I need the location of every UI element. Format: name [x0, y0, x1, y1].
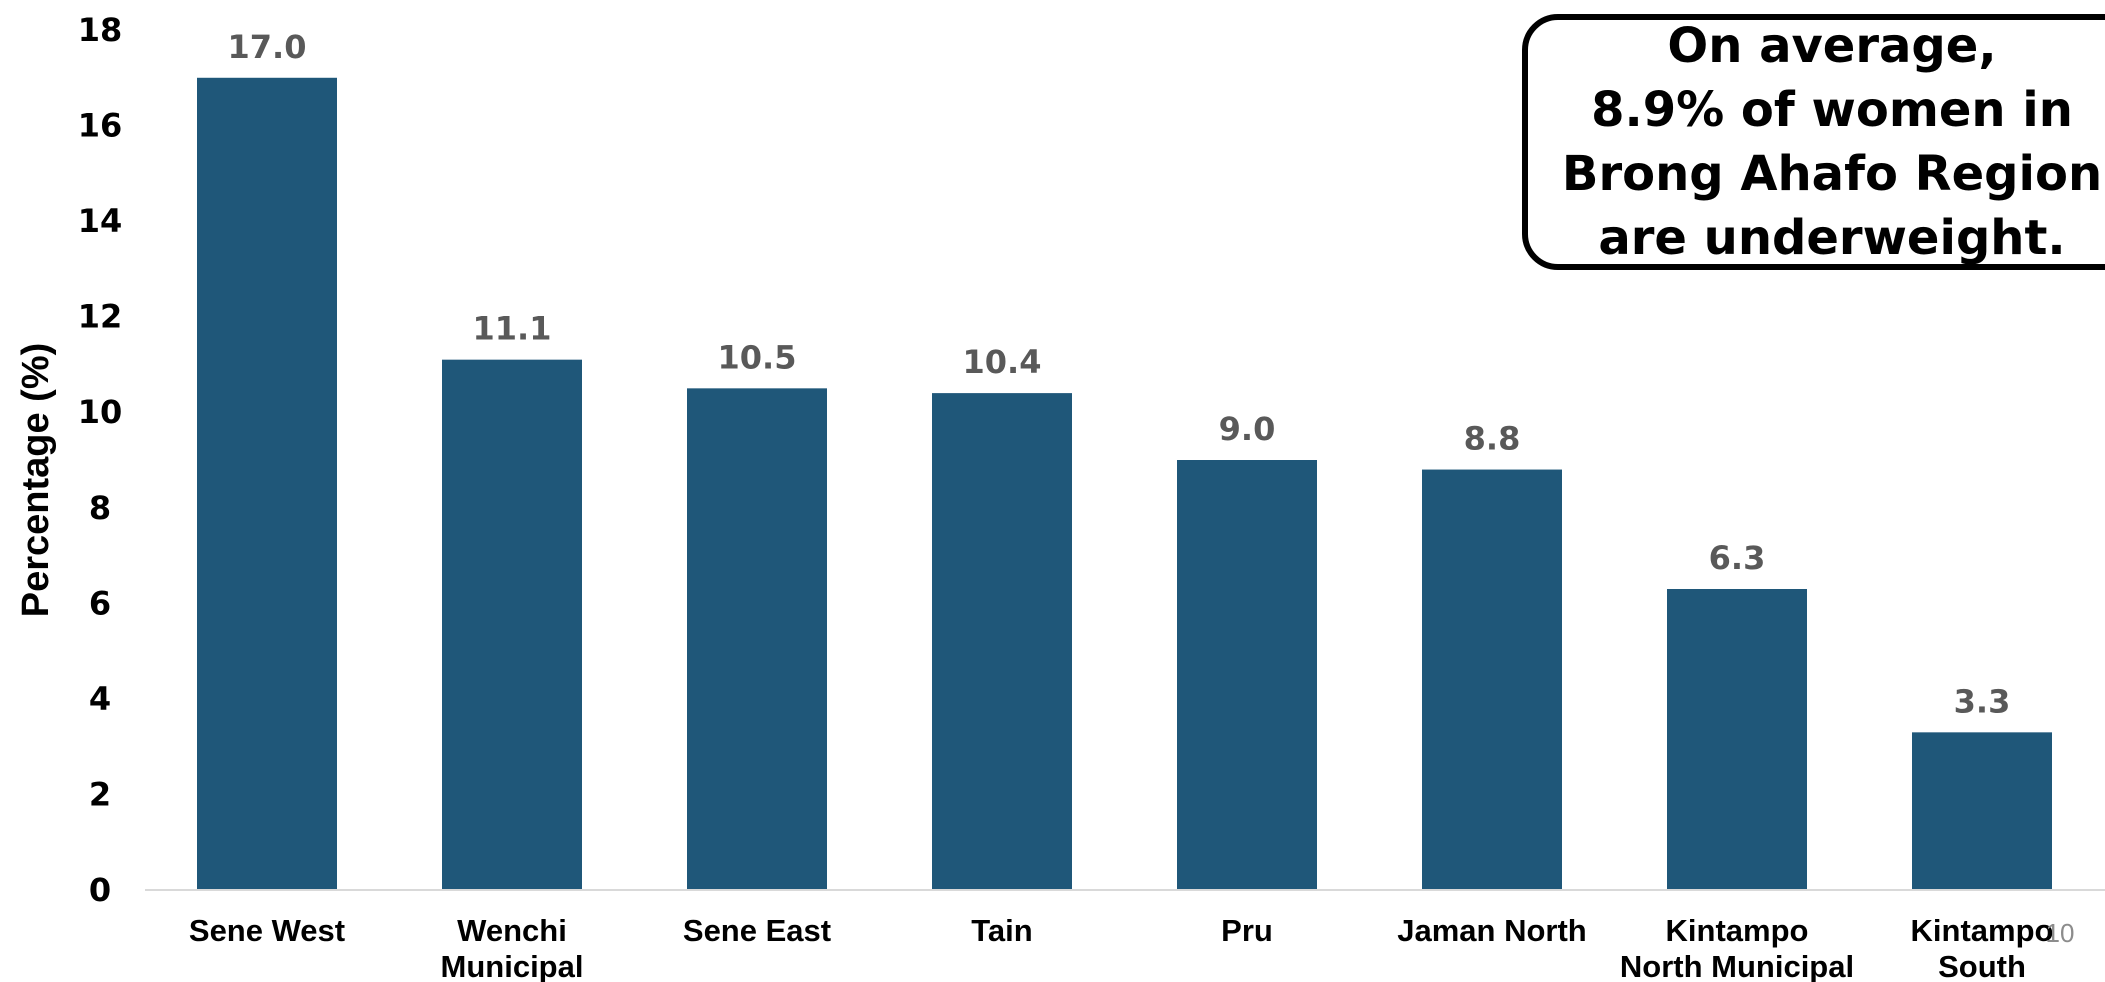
y-tick-label: 4 [89, 680, 111, 718]
category-label: Sene East [683, 913, 831, 948]
bar-value-label: 17.0 [228, 28, 307, 66]
y-tick-label: 16 [78, 107, 123, 145]
callout-line: Brong Ahafo Region [1561, 146, 2103, 202]
bar-value-label: 8.8 [1464, 420, 1521, 458]
y-tick-label: 0 [89, 871, 111, 909]
y-tick-label: 14 [78, 202, 123, 240]
bar-value-label: 11.1 [473, 310, 552, 348]
bar [1667, 589, 1807, 890]
category-label: Tain [971, 913, 1032, 948]
y-tick-label: 18 [78, 11, 123, 49]
bar-value-label: 10.5 [718, 338, 797, 376]
y-tick-label: 2 [89, 775, 111, 813]
y-tick-label: 12 [78, 298, 123, 336]
bar [1912, 732, 2052, 890]
category-label: Jaman North [1397, 913, 1586, 948]
category-label: Kintampo [1666, 913, 1809, 948]
bar [442, 359, 582, 891]
bar-value-label: 10.4 [963, 343, 1042, 381]
y-tick-label: 10 [78, 393, 123, 431]
callout-line: On average, [1667, 18, 1997, 74]
y-tick-label: 6 [89, 584, 111, 622]
callout-line: 8.9% of women in [1591, 82, 2073, 138]
y-tick-label: 8 [89, 489, 111, 527]
category-label: Pru [1221, 913, 1273, 948]
bar [197, 77, 337, 891]
category-label: Wenchi [457, 913, 567, 948]
bar [1177, 460, 1317, 890]
category-label: Kintampo [1911, 913, 2054, 948]
category-label: Municipal [441, 949, 584, 982]
bar [687, 388, 827, 890]
category-label: Sene West [189, 913, 345, 948]
slide-number: 10 [2046, 918, 2075, 948]
summary-callout: On average, 8.9% of women in Brong Ahafo… [1522, 14, 2105, 270]
bar-value-label: 3.3 [1954, 682, 2011, 720]
y-axis-label: Percentage (%) [15, 343, 57, 618]
category-label: South [1938, 949, 2026, 982]
bar [1422, 469, 1562, 890]
bar-value-label: 6.3 [1709, 539, 1766, 577]
callout-line: are underweight. [1598, 210, 2066, 266]
bar [932, 393, 1072, 890]
category-label: North Municipal [1620, 949, 1854, 982]
bar-value-label: 9.0 [1219, 410, 1276, 448]
